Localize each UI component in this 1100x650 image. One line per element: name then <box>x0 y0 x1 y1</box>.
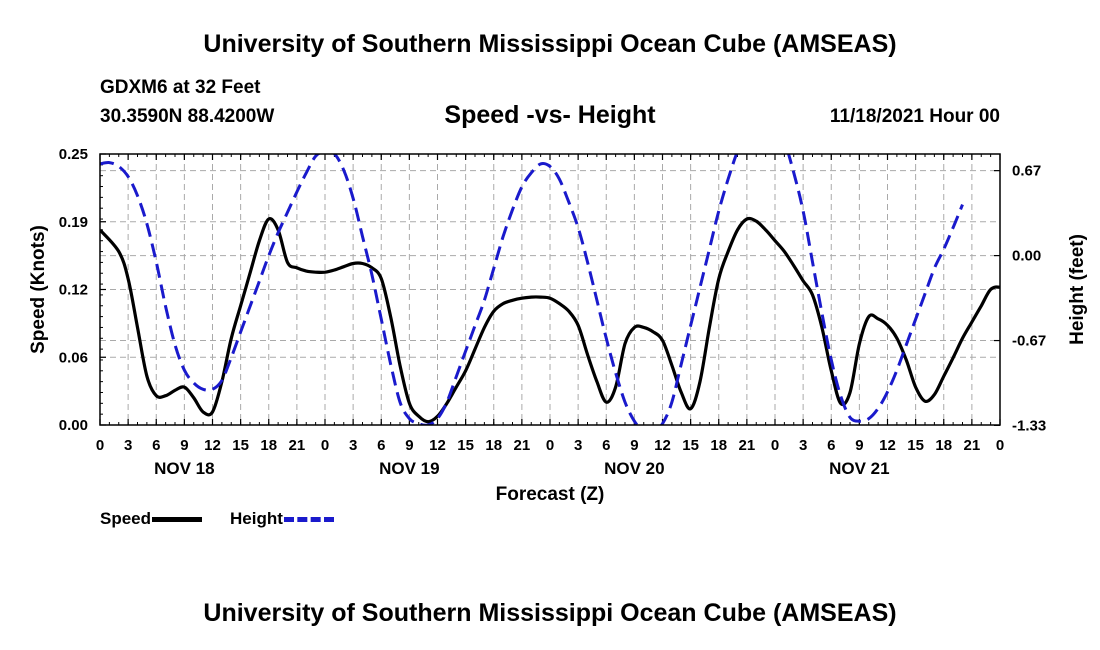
y2-tick-label: 0.00 <box>1012 248 1041 265</box>
x-tick-label: 3 <box>124 437 132 454</box>
x-tick-label: 12 <box>654 437 671 454</box>
x-tick-label: 18 <box>485 437 502 454</box>
chart-subtitle: Speed -vs- Height <box>444 101 656 129</box>
y-tick-label: 0.12 <box>59 282 88 299</box>
y2-axis-title: Height (feet) <box>1067 234 1088 345</box>
x-tick-label: 18 <box>260 437 277 454</box>
x-tick-label: 15 <box>907 437 924 454</box>
day-label: NOV 19 <box>379 459 439 478</box>
x-tick-label: 18 <box>935 437 952 454</box>
top-title: University of Southern Mississippi Ocean… <box>203 30 897 58</box>
x-tick-label: 15 <box>232 437 249 454</box>
legend-speed-label: Speed <box>100 509 152 528</box>
x-tick-label: 9 <box>405 437 413 454</box>
y2-tick-label: -1.33 <box>1012 417 1046 434</box>
speed-series-line <box>100 216 1000 424</box>
x-tick-label: 6 <box>827 437 835 454</box>
chart-axes: 0 3 6 9 12 15 18 21 0 3 6 9 12 15 18 21 0 3 6 9 12 15 18 21 0 3 6 9… <box>28 146 1088 505</box>
x-tick-label: 12 <box>204 437 221 454</box>
y2-tick-label: -0.67 <box>1012 333 1046 350</box>
day-label: NOV 21 <box>829 459 889 478</box>
x-tick-label: 9 <box>855 437 863 454</box>
x-tick-label: 21 <box>514 437 531 454</box>
x-tick-label: 12 <box>429 437 446 454</box>
x-tick-label: 0 <box>96 437 104 454</box>
x-tick-label: 21 <box>964 437 981 454</box>
x-tick-label: 21 <box>289 437 306 454</box>
y-tick-label: 0.25 <box>59 146 88 163</box>
x-tick-label: 18 <box>710 437 727 454</box>
height-series-line <box>100 154 964 425</box>
x-tick-label: 21 <box>739 437 756 454</box>
station-label: GDXM6 at 32 Feet <box>100 77 261 98</box>
x-tick-label: 0 <box>321 437 329 454</box>
x-tick-label: 3 <box>349 437 357 454</box>
day-label: NOV 18 <box>154 459 214 478</box>
day-label: NOV 20 <box>604 459 664 478</box>
x-tick-label: 0 <box>771 437 779 454</box>
coordinates-label: 30.3590N 88.4200W <box>100 106 275 127</box>
grid-lines <box>100 154 1000 425</box>
x-tick-label: 15 <box>457 437 474 454</box>
y-tick-label: 0.19 <box>59 214 88 231</box>
y2-tick-label: 0.67 <box>1012 163 1041 180</box>
x-tick-label: 0 <box>996 437 1004 454</box>
series-group <box>100 154 1000 425</box>
legend-speed: Speed <box>100 509 203 529</box>
y-tick-label: 0.06 <box>59 349 88 366</box>
x-tick-label: 12 <box>879 437 896 454</box>
x-tick-label: 9 <box>630 437 638 454</box>
forecast-datetime: 11/18/2021 Hour 00 <box>829 106 1000 127</box>
y-tick-label: 0.00 <box>59 417 88 434</box>
y-axis-title: Speed (Knots) <box>28 225 49 354</box>
x-tick-label: 9 <box>180 437 188 454</box>
x-tick-label: 6 <box>377 437 385 454</box>
bottom-title: University of Southern Mississippi Ocean… <box>203 599 897 627</box>
x-tick-label: 6 <box>602 437 610 454</box>
x-tick-label: 3 <box>574 437 582 454</box>
legend-height-swatch <box>283 517 334 523</box>
plot-frame <box>99 153 1001 426</box>
x-axis-title: Forecast (Z) <box>496 484 605 505</box>
x-tick-label: 6 <box>152 437 160 454</box>
x-tick-label: 0 <box>546 437 554 454</box>
legend-speed-swatch <box>152 517 203 523</box>
x-tick-label: 15 <box>682 437 699 454</box>
legend-height-label: Height <box>230 509 283 528</box>
legend-height: Height <box>230 509 334 529</box>
chart-series <box>100 154 1000 425</box>
x-tick-label: 3 <box>799 437 807 454</box>
